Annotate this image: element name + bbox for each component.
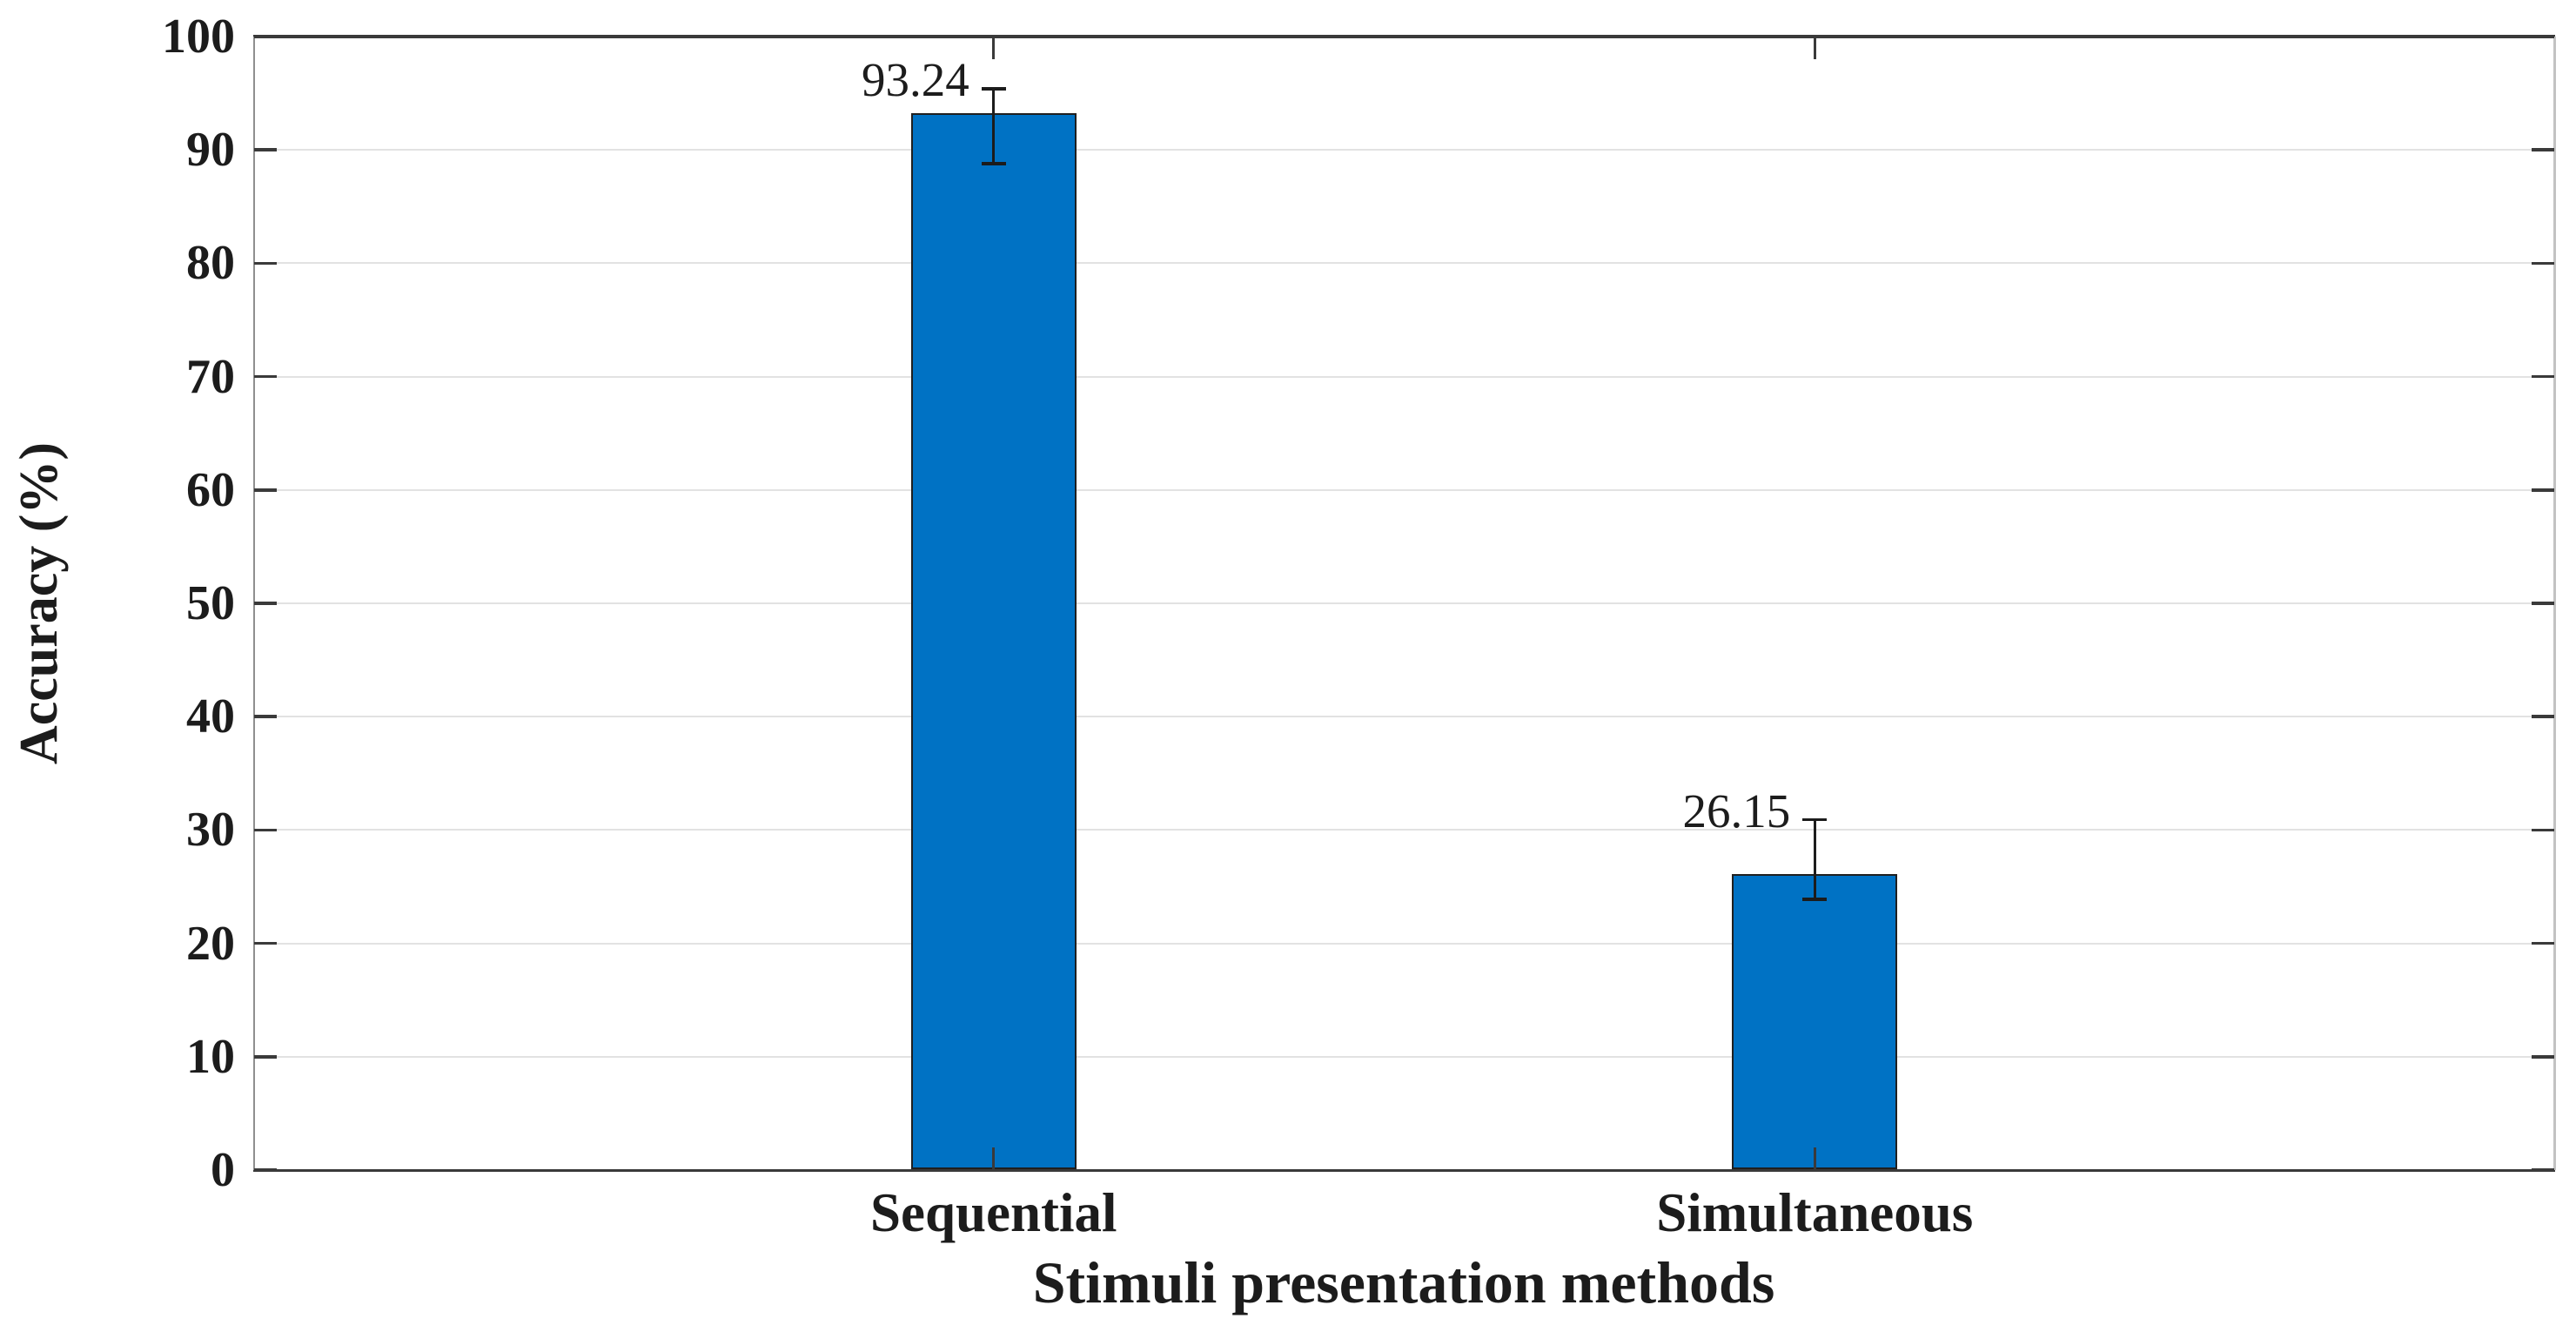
y-tick-label: 100 xyxy=(162,10,235,64)
bar xyxy=(1732,873,1898,1169)
error-bar-cap-top xyxy=(981,87,1006,91)
y-tick-label: 40 xyxy=(186,690,235,744)
y-tick-right xyxy=(2532,715,2554,718)
axis-bottom-border xyxy=(253,1168,2555,1172)
y-tick-label: 0 xyxy=(211,1143,235,1197)
y-tick-left xyxy=(254,261,277,266)
x-tick-label: Simultaneous xyxy=(1656,1182,1974,1243)
bar-value-label: 93.24 xyxy=(861,52,969,106)
y-tick-left xyxy=(254,1168,277,1172)
error-bar-cap-bottom xyxy=(981,162,1006,165)
y-tick-label: 80 xyxy=(186,236,235,291)
bar-value-label: 26.15 xyxy=(1682,784,1791,838)
y-tick-label: 30 xyxy=(186,803,235,858)
y-tick-left xyxy=(254,148,277,151)
y-tick-left xyxy=(254,488,277,492)
y-tick-left xyxy=(254,1055,277,1059)
y-tick-right xyxy=(2532,602,2554,605)
y-tick-right xyxy=(2532,1055,2554,1059)
x-tick-top xyxy=(991,37,996,59)
axis-top-border xyxy=(253,35,2555,38)
x-tick-bottom xyxy=(1813,1147,1817,1170)
gridline xyxy=(254,602,2554,604)
x-tick-label: Sequential xyxy=(869,1182,1117,1243)
error-bar-line xyxy=(1813,819,1817,899)
y-tick-right xyxy=(2532,35,2554,38)
x-tick-top xyxy=(1813,37,1817,59)
axis-right-spine xyxy=(2553,37,2556,1170)
bar xyxy=(910,113,1077,1169)
y-tick-left xyxy=(254,715,277,718)
y-tick-label: 90 xyxy=(186,123,235,178)
axis-left-spine xyxy=(252,37,255,1170)
y-tick-left xyxy=(254,941,277,945)
y-tick-label: 10 xyxy=(186,1029,235,1084)
gridline xyxy=(254,716,2554,718)
x-tick-bottom xyxy=(991,1147,996,1170)
gridline xyxy=(254,488,2554,491)
gridline xyxy=(254,375,2554,378)
y-tick-right xyxy=(2532,828,2554,832)
error-bar-cap-bottom xyxy=(1802,898,1828,901)
gridline xyxy=(254,942,2554,945)
y-tick-right xyxy=(2532,374,2554,379)
y-tick-right xyxy=(2532,941,2554,945)
gridline xyxy=(254,829,2554,831)
y-tick-label: 20 xyxy=(186,916,235,971)
gridline xyxy=(254,1055,2554,1058)
y-tick-label: 60 xyxy=(186,462,235,517)
y-tick-right xyxy=(2532,1168,2554,1172)
y-tick-right xyxy=(2532,488,2554,492)
y-tick-left xyxy=(254,602,277,605)
y-tick-label: 50 xyxy=(186,576,235,630)
y-tick-left xyxy=(254,374,277,379)
y-tick-left xyxy=(254,35,277,38)
y-tick-right xyxy=(2532,261,2554,266)
y-tick-right xyxy=(2532,148,2554,151)
error-bar-cap-top xyxy=(1802,817,1828,822)
gridline xyxy=(254,149,2554,151)
y-tick-label: 70 xyxy=(186,349,235,404)
x-axis-title: Stimuli presentation methods xyxy=(1032,1249,1775,1315)
gridline xyxy=(254,262,2554,265)
y-tick-left xyxy=(254,828,277,832)
error-bar-line xyxy=(991,88,996,164)
